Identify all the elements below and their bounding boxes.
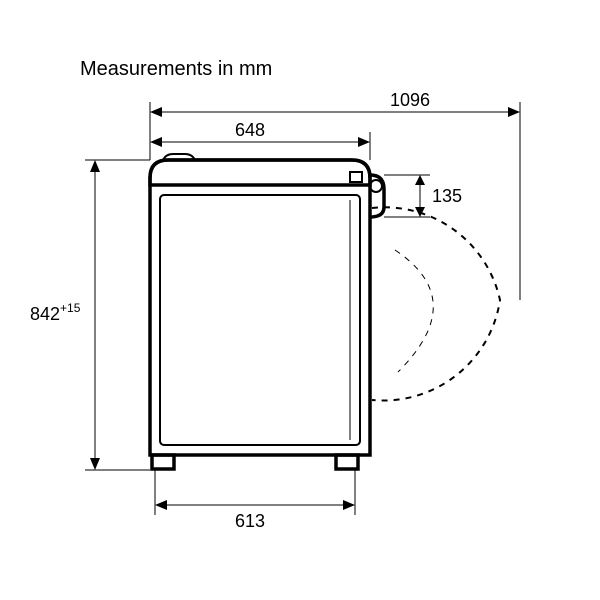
door-swing-arc — [372, 207, 500, 400]
dim-height-label: 842+15 — [30, 301, 81, 324]
appliance-body — [150, 154, 384, 469]
dim-knob: 135 — [384, 175, 462, 217]
dim-knob-label: 135 — [432, 186, 462, 206]
diagram-title: Measurements in mm — [80, 58, 272, 80]
dim-height: 842+15 — [30, 160, 150, 470]
dim-top-inner-label: 648 — [235, 120, 265, 140]
dim-bottom: 613 — [155, 470, 355, 531]
dim-bottom-label: 613 — [235, 511, 265, 531]
appliance-dimension-diagram: Measurements in mm — [0, 0, 600, 600]
dim-top-total-label: 1096 — [390, 90, 430, 110]
